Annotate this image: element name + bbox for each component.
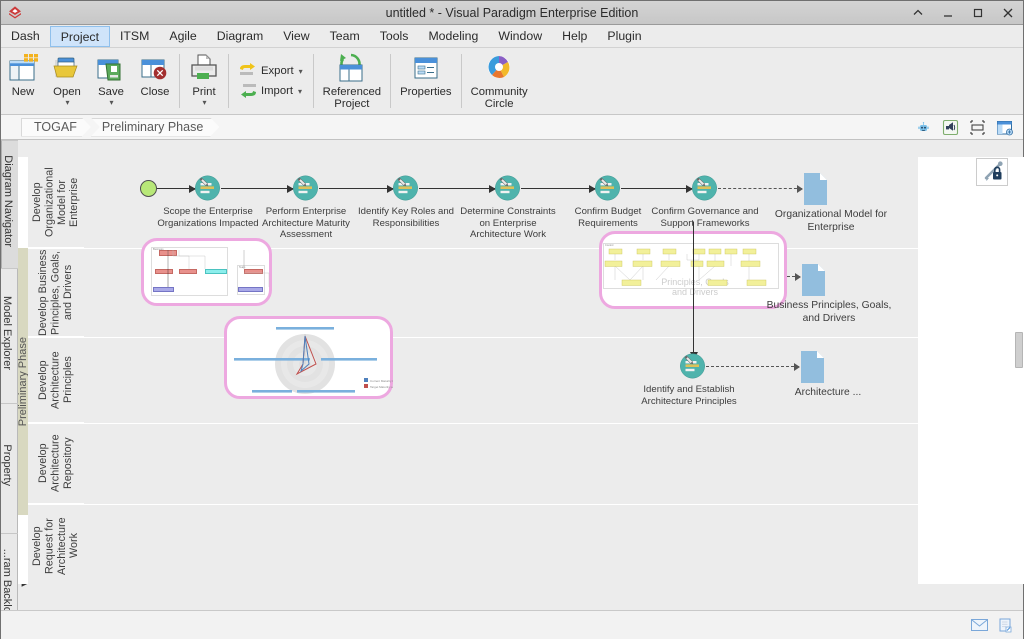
svg-text:Current Maturity Level: Current Maturity Level xyxy=(370,379,393,383)
svg-text:Target Maturity Level: Target Maturity Level xyxy=(370,385,393,389)
